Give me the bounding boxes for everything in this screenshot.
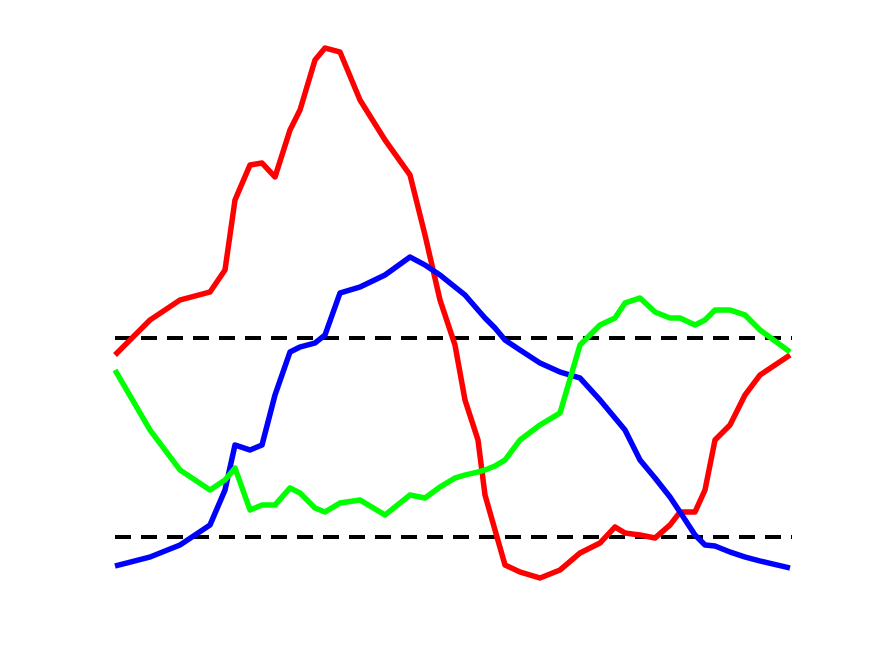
data-line	[112, 295, 792, 518]
data-line	[114, 254, 791, 571]
data-line	[113, 45, 792, 581]
